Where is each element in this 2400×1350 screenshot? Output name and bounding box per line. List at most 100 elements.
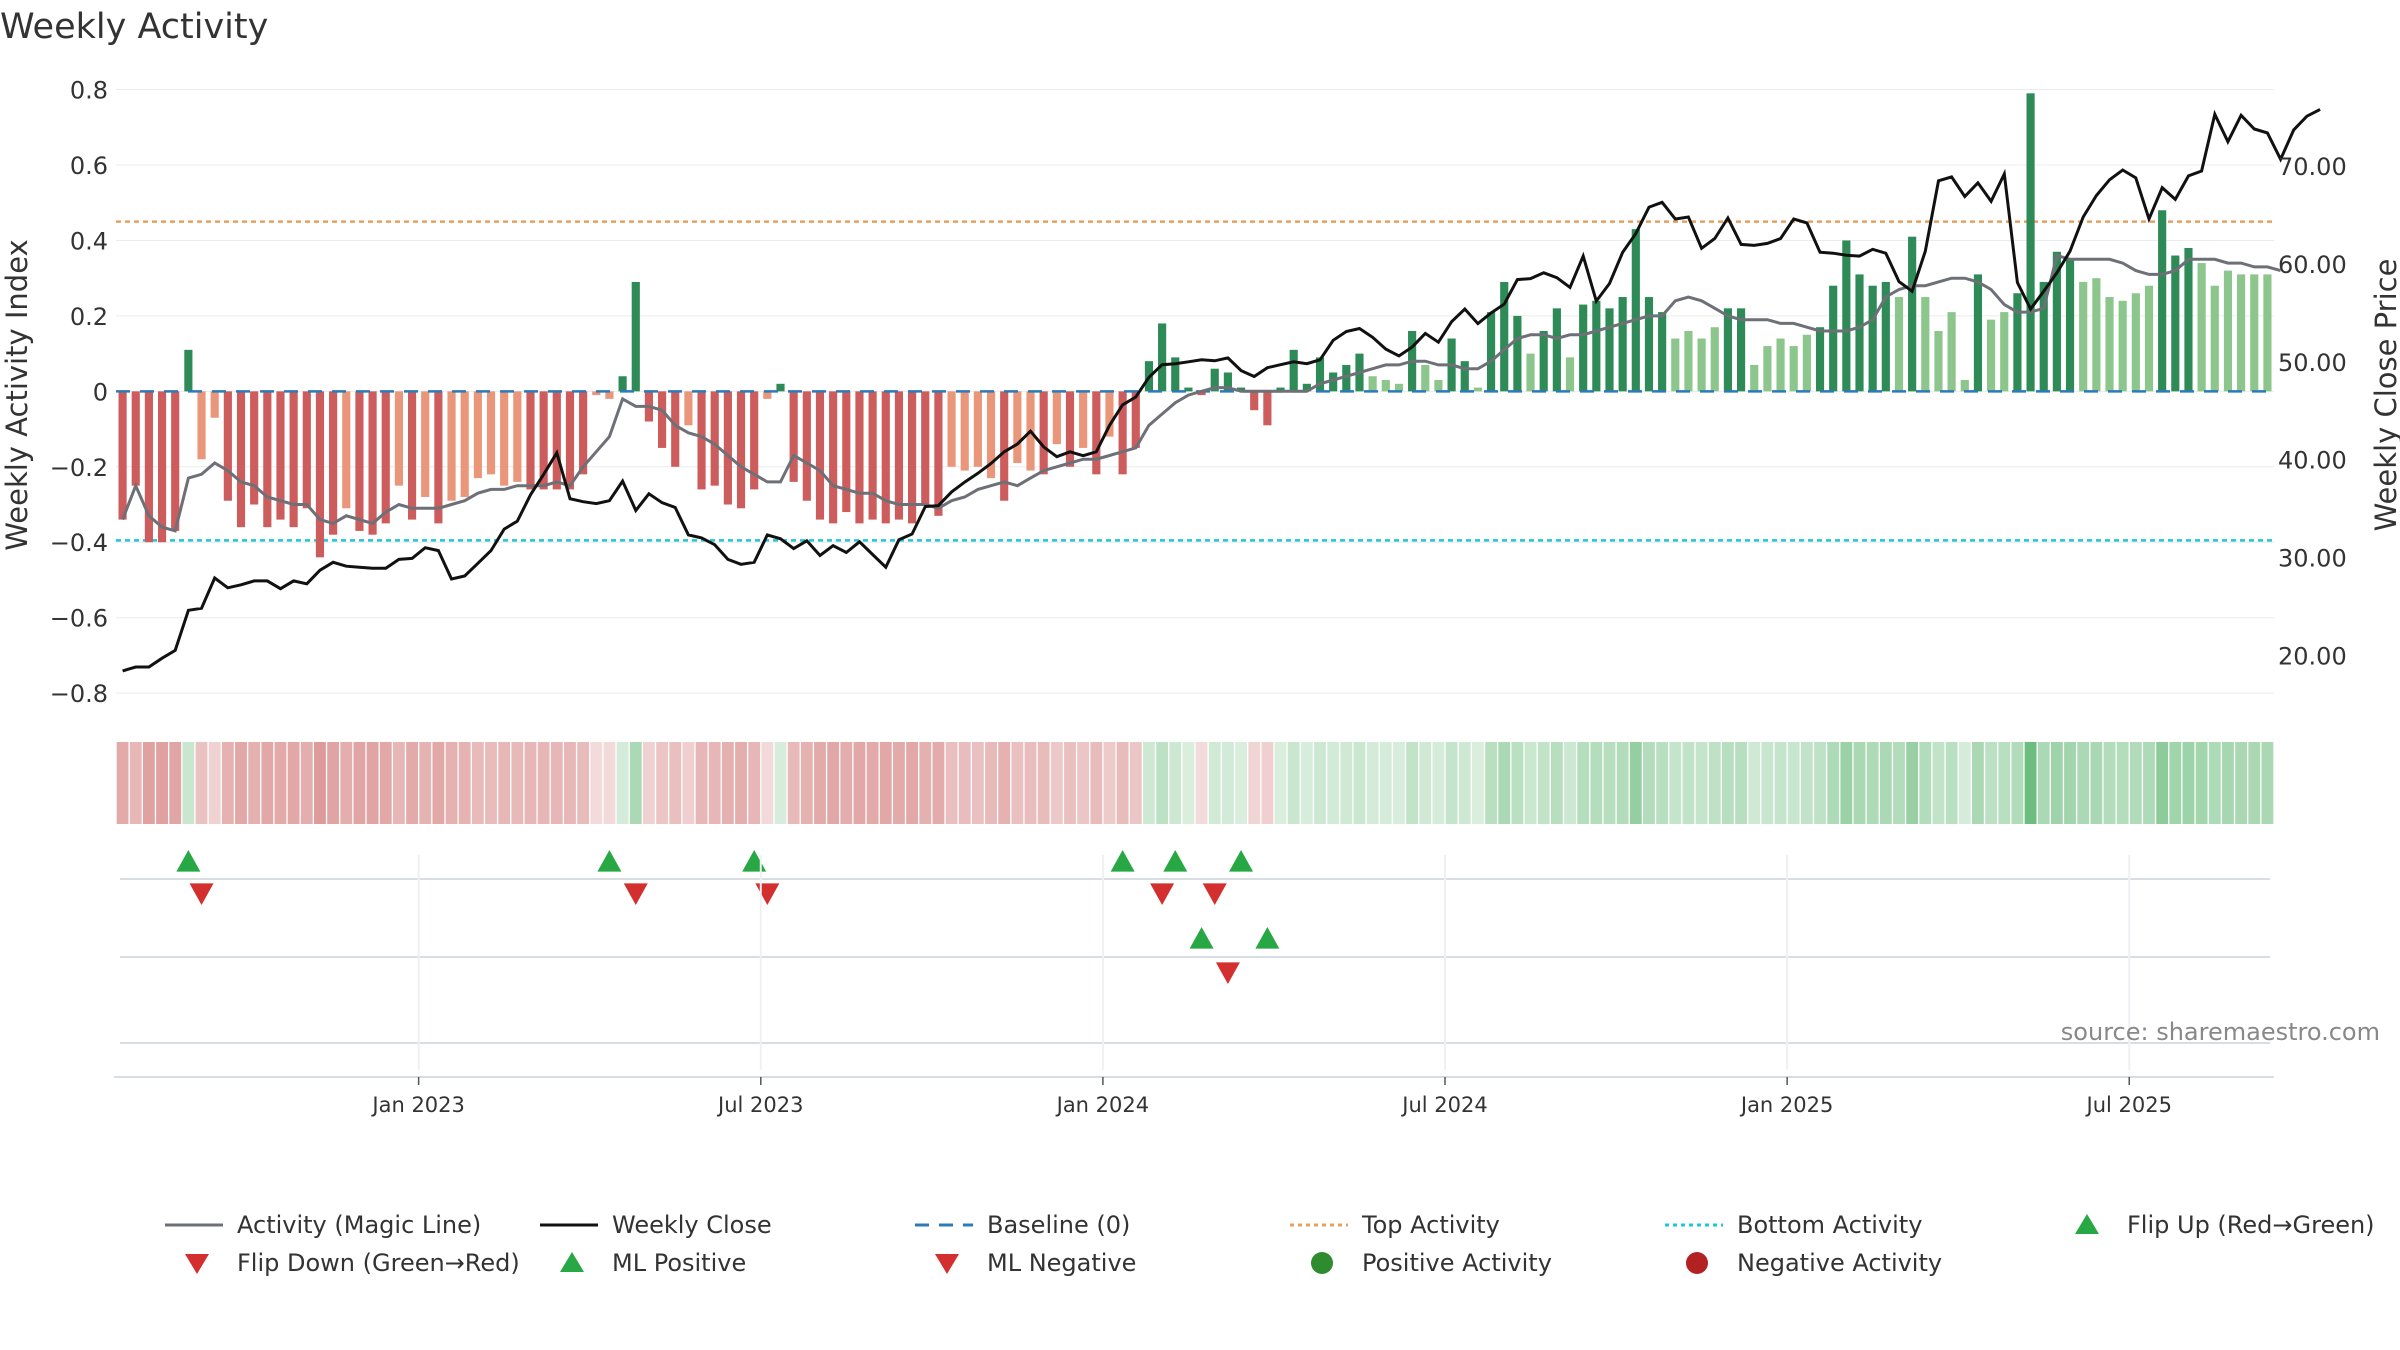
heat-cell: [735, 742, 747, 824]
activity-bar: [1302, 383, 1311, 392]
activity-bar: [184, 349, 193, 392]
heat-cell: [603, 742, 616, 824]
activity-bar: [802, 391, 811, 501]
legend-item: Activity (Magic Line): [165, 1211, 481, 1239]
activity-bar: [1618, 297, 1627, 392]
heat-cell: [800, 742, 813, 824]
activity-bar: [1329, 372, 1338, 392]
heat-cell: [261, 742, 274, 824]
heat-cell: [2182, 742, 2195, 824]
heat-cell: [1485, 742, 1497, 824]
heat-cell: [169, 742, 182, 824]
activity-bar: [1013, 391, 1022, 464]
activity-bar: [2144, 285, 2154, 392]
heat-cell: [1024, 742, 1037, 824]
activity-bar: [829, 391, 838, 524]
heat-cell: [1866, 742, 1879, 824]
x-tick-label: Jul 2024: [1400, 1093, 1487, 1117]
activity-bar: [1934, 330, 1943, 392]
activity-bar: [1460, 361, 1469, 392]
heat-cell: [353, 742, 366, 824]
heat-cell: [1564, 742, 1576, 824]
heat-cell: [1169, 742, 1182, 824]
legend-label: Weekly Close: [612, 1211, 772, 1239]
heat-cell: [1261, 742, 1274, 824]
flip-up-marker: [742, 850, 767, 872]
activity-bar: [1421, 364, 1430, 392]
flip-up-marker: [1255, 927, 1280, 949]
heat-cell: [906, 742, 919, 824]
heat-cell: [564, 742, 576, 824]
activity-heat-strip: [116, 742, 2274, 824]
heat-cell: [1195, 742, 1208, 824]
heat-cell: [1327, 742, 1340, 824]
heat-cell: [1550, 742, 1563, 824]
activity-bar: [1855, 274, 1864, 392]
heat-cell: [695, 742, 708, 824]
activity-bar: [973, 391, 982, 467]
heat-cell: [1695, 742, 1708, 824]
legend-item: Baseline (0): [915, 1211, 1130, 1239]
activity-bar: [302, 391, 311, 509]
heat-cell: [1616, 742, 1629, 824]
activity-bar: [763, 391, 772, 399]
chart-title: Weekly Activity: [0, 7, 268, 47]
y-tick-label: −0.2: [50, 454, 108, 482]
activity-bar: [1342, 364, 1351, 392]
activity-bar: [1750, 364, 1759, 392]
heat-cell: [2050, 742, 2063, 824]
activity-bar: [1552, 308, 1561, 392]
heat-cell: [1077, 742, 1090, 824]
activity-bar: [289, 391, 298, 528]
heat-cell: [1129, 742, 1142, 824]
activity-bar: [750, 391, 759, 490]
heat-cell: [1840, 742, 1853, 824]
heat-cell: [156, 742, 168, 824]
activity-bar: [144, 391, 153, 543]
source-label: source: sharemaestro.com: [2061, 1018, 2380, 1046]
heat-cell: [1774, 742, 1787, 824]
activity-bar: [329, 391, 338, 535]
heat-cell: [1353, 742, 1366, 824]
legend-item: Flip Up (Red→Green): [2075, 1211, 2375, 1239]
activity-bar: [1829, 285, 1838, 392]
activity-bar: [1079, 391, 1088, 448]
activity-bar: [592, 391, 601, 396]
heat-cell: [458, 742, 471, 824]
activity-bar: [1644, 297, 1654, 392]
activity-bar: [460, 391, 469, 497]
activity-bar: [2158, 210, 2167, 392]
heat-cell: [1748, 742, 1761, 824]
heat-cell: [2077, 742, 2090, 824]
heat-cell: [182, 742, 195, 824]
y-tick-label: 0: [93, 378, 108, 406]
heat-cell: [1011, 742, 1024, 824]
activity-bar: [1592, 300, 1601, 392]
activity-bar: [394, 391, 403, 486]
y-tick-label: −0.4: [50, 529, 108, 557]
heat-cell: [1998, 742, 2011, 824]
activity-bar: [671, 391, 680, 467]
activity-bar: [2131, 293, 2140, 392]
heat-cell: [1932, 742, 1945, 824]
legend-label: Negative Activity: [1737, 1249, 1942, 1277]
activity-bar: [236, 391, 246, 528]
heat-cell: [248, 742, 261, 824]
heat-cell: [1050, 742, 1063, 824]
activity-bar: [2184, 247, 2193, 392]
heat-cell: [1879, 742, 1892, 824]
x-tick-label: Jul 2023: [716, 1093, 803, 1117]
heat-cell: [287, 742, 300, 824]
activity-bar: [2000, 312, 2009, 392]
heat-cell: [221, 742, 234, 824]
activity-bar: [1197, 391, 1206, 396]
activity-bar: [1263, 391, 1272, 426]
flip-down-marker: [1150, 883, 1175, 905]
activity-bar: [1539, 330, 1548, 392]
activity-bar: [1289, 349, 1298, 392]
activity-bar: [1526, 353, 1535, 392]
heat-cell: [1682, 742, 1695, 824]
axes: 0.8 0.6 0.4 0.2 0 −0.2 −0.4 −0.6 −0.8 70.00 60.00 5…: [50, 77, 2347, 709]
flip-up-marker: [176, 850, 201, 872]
heat-cell: [656, 742, 669, 824]
